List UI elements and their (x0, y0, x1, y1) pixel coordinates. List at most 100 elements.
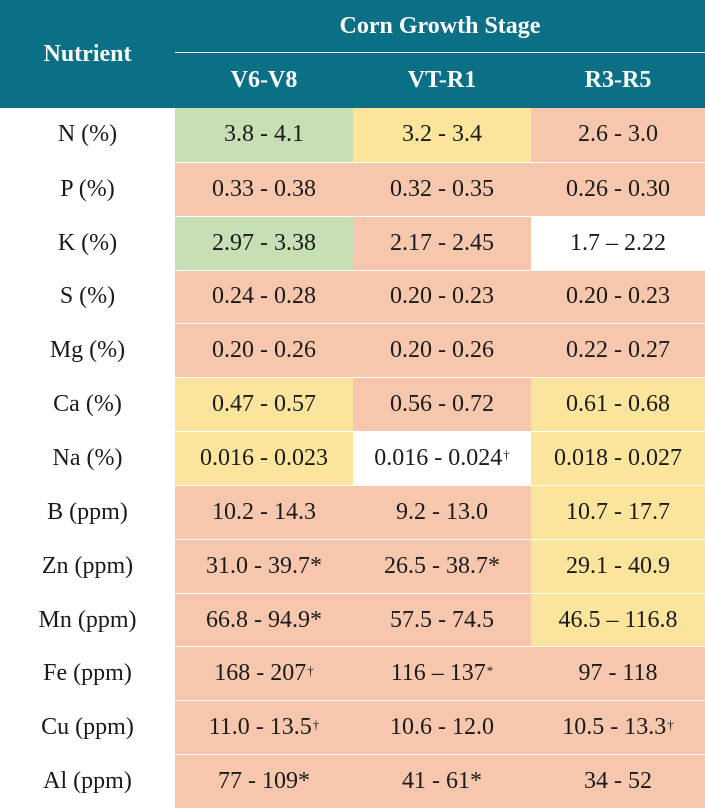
range-cell: 116 – 137 * (353, 646, 531, 701)
table-body: N (%) 3.8 - 4.1 3.2 - 3.4 2.6 - 3.0 P (%) 0.3… (0, 108, 705, 808)
range-value: 0.016 - 0.023 (200, 444, 328, 471)
header-divider (175, 52, 705, 53)
range-value: 57.5 - 74.5 (390, 606, 494, 633)
table-row: N (%) 3.8 - 4.1 3.2 - 3.4 2.6 - 3.0 (0, 108, 705, 162)
range-cell: 2.17 - 2.45 (353, 215, 531, 270)
range-cell: 41 - 61* (353, 754, 531, 808)
range-cell: 26.5 - 38.7* (353, 538, 531, 593)
range-cell: 0.33 - 0.38 (175, 161, 353, 216)
range-value: 9.2 - 13.0 (396, 498, 488, 525)
header-stage-vt-r1: VT-R1 (407, 67, 477, 93)
range-value: 97 - 118 (578, 660, 658, 687)
range-value: 2.97 - 3.38 (212, 229, 316, 256)
table-row: Mn (ppm) 66.8 - 94.9* 57.5 - 74.5 46.5 – 11… (0, 592, 705, 647)
header-stage-v6-v8: V6-V8 (230, 67, 298, 93)
range-cell: 10.5 - 13.3 † (531, 700, 705, 755)
table-row: P (%) 0.33 - 0.38 0.32 - 0.35 0.26 - 0.30 (0, 161, 705, 216)
range-value: 0.016 - 0.024 (374, 444, 503, 471)
range-cell: 0.22 - 0.27 (531, 323, 705, 378)
range-value: 66.8 - 94.9* (206, 606, 322, 633)
range-value: 0.018 - 0.027 (554, 444, 682, 471)
range-cell: 0.016 - 0.024 † (353, 431, 531, 485)
range-cell: 10.2 - 14.3 (175, 484, 353, 539)
range-cell: 0.018 - 0.027 (531, 431, 705, 485)
range-cell: 97 - 118 (531, 646, 705, 701)
range-cell: 0.20 - 0.23 (531, 269, 705, 324)
range-cell: 0.56 - 0.72 (353, 377, 531, 432)
range-value: 10.7 - 17.7 (566, 498, 670, 525)
range-value: 10.5 - 13.3 (562, 714, 667, 741)
nutrient-label: P (%) (0, 161, 175, 216)
range-cell: 2.97 - 3.38 (175, 215, 353, 270)
range-cell: 66.8 - 94.9* (175, 592, 353, 647)
range-cell: 9.2 - 13.0 (353, 484, 531, 539)
range-value: 0.24 - 0.28 (212, 283, 316, 310)
range-value: 26.5 - 38.7* (384, 552, 500, 579)
range-value: 3.8 - 4.1 (224, 121, 304, 148)
range-value: 3.2 - 3.4 (402, 121, 482, 148)
range-cell: 10.6 - 12.0 (353, 700, 531, 755)
range-value: 2.17 - 2.45 (390, 229, 494, 256)
range-value: 41 - 61* (402, 768, 482, 795)
range-cell: 77 - 109* (175, 754, 353, 808)
footnote-mark: † (503, 447, 510, 463)
range-value: 0.47 - 0.57 (212, 391, 316, 418)
range-value: 34 - 52 (584, 768, 652, 795)
range-value: 1.7 – 2.22 (570, 229, 666, 256)
range-value: 116 – 137 (390, 660, 486, 687)
table-row: Mg (%) 0.20 - 0.26 0.20 - 0.26 0.22 - 0.27 (0, 323, 705, 378)
range-value: 29.1 - 40.9 (566, 552, 670, 579)
nutrient-label: B (ppm) (0, 484, 175, 539)
range-cell: 31.0 - 39.7* (175, 538, 353, 593)
range-cell: 0.32 - 0.35 (353, 161, 531, 216)
header-stage-r3-r5: R3-R5 (584, 67, 652, 93)
footnote-mark: † (667, 716, 674, 732)
range-value: 0.20 - 0.26 (390, 337, 494, 364)
header-growth-stage: Corn Growth Stage (339, 12, 541, 39)
range-value: 2.6 - 3.0 (578, 121, 658, 148)
table-row: Ca (%) 0.47 - 0.57 0.56 - 0.72 0.61 - 0.68 (0, 377, 705, 432)
range-value: 0.61 - 0.68 (566, 391, 670, 418)
range-cell: 0.24 - 0.28 (175, 269, 353, 324)
table-row: Al (ppm) 77 - 109* 41 - 61* 34 - 52 (0, 754, 705, 808)
table-row: K (%) 2.97 - 3.38 2.17 - 2.45 1.7 – 2.22 (0, 215, 705, 270)
range-cell: 57.5 - 74.5 (353, 592, 531, 647)
range-cell: 0.47 - 0.57 (175, 377, 353, 432)
header-nutrient: Nutrient (43, 40, 132, 67)
table-row: S (%) 0.24 - 0.28 0.20 - 0.23 0.20 - 0.23 (0, 269, 705, 324)
range-value: 46.5 – 116.8 (558, 606, 678, 633)
range-cell: 10.7 - 17.7 (531, 484, 705, 539)
range-cell: 0.016 - 0.023 (175, 431, 353, 485)
range-value: 10.6 - 12.0 (390, 714, 494, 741)
range-cell: 0.26 - 0.30 (531, 161, 705, 216)
nutrient-label: Cu (ppm) (0, 700, 175, 755)
range-value: 0.20 - 0.26 (212, 337, 316, 364)
nutrient-label: N (%) (0, 108, 175, 162)
range-value: 11.0 - 13.5 (208, 714, 312, 741)
range-cell: 11.0 - 13.5 † (175, 700, 353, 755)
table-header: Nutrient Corn Growth Stage V6-V8 VT-R1 R… (0, 0, 705, 108)
range-value: 0.32 - 0.35 (390, 175, 494, 202)
range-value: 31.0 - 39.7* (206, 552, 322, 579)
nutrient-label: Fe (ppm) (0, 646, 175, 701)
range-value: 0.20 - 0.23 (390, 283, 494, 310)
nutrient-label: Na (%) (0, 431, 175, 485)
range-value: 77 - 109* (218, 768, 310, 795)
footnote-mark: † (307, 662, 314, 678)
range-value: 0.56 - 0.72 (390, 391, 494, 418)
range-cell: 168 - 207 † (175, 646, 353, 701)
footnote-mark: * (486, 662, 494, 678)
nutrient-label: Zn (ppm) (0, 538, 175, 593)
range-cell: 1.7 – 2.22 (531, 215, 705, 270)
range-cell: 34 - 52 (531, 754, 705, 808)
range-cell: 29.1 - 40.9 (531, 538, 705, 593)
range-cell: 3.8 - 4.1 (175, 108, 353, 162)
table-row: Cu (ppm) 11.0 - 13.5 † 10.6 - 12.0 10.5 - 13… (0, 700, 705, 755)
range-cell: 0.20 - 0.26 (175, 323, 353, 378)
table-row: Na (%) 0.016 - 0.023 0.016 - 0.024 † 0.018 -… (0, 431, 705, 485)
range-value: 0.33 - 0.38 (212, 175, 316, 202)
nutrient-label: Al (ppm) (0, 754, 175, 808)
nutrient-label: K (%) (0, 215, 175, 270)
nutrient-label: Mn (ppm) (0, 592, 175, 647)
